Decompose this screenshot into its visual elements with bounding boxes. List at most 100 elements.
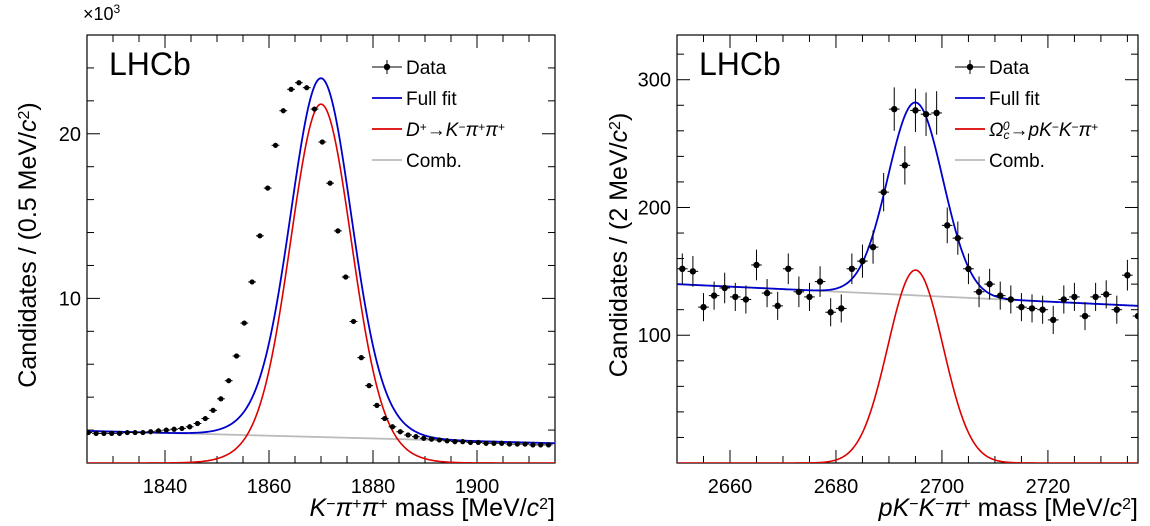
legend-entry: Ωc0→pK−K−π+: [955, 119, 1098, 142]
data-marker: [140, 429, 146, 436]
data-marker: [721, 284, 728, 292]
data-point: [867, 230, 879, 264]
data-marker: [1113, 306, 1121, 313]
data-point: [687, 256, 699, 287]
data-marker: [700, 303, 707, 311]
legend-label: Comb.: [406, 151, 462, 172]
data-marker: [732, 293, 739, 301]
label-part: +: [961, 496, 970, 513]
ylabel-part: 2: [16, 111, 33, 120]
data-marker: [101, 430, 107, 436]
label-part: −: [909, 496, 918, 513]
data-point: [544, 442, 553, 448]
data-marker: [241, 320, 247, 326]
legend-label: Comb.: [989, 151, 1045, 172]
data-marker: [1050, 316, 1057, 324]
legend-label: Ωc0→pK−K−π+: [989, 119, 1098, 142]
data-point: [271, 142, 280, 148]
data-point: [751, 249, 762, 281]
data-point: [782, 253, 794, 285]
data-point: [793, 276, 805, 308]
data-point: [92, 430, 100, 436]
plot-frame: [676, 34, 1139, 464]
data-marker: [249, 279, 255, 285]
data-marker: [280, 108, 286, 114]
data-point: [920, 92, 932, 136]
data-point: [984, 268, 995, 300]
data-point: [1100, 280, 1112, 309]
data-point: [419, 435, 428, 441]
label-part: π: [336, 494, 354, 522]
data-point: [835, 294, 847, 323]
data-point: [318, 139, 327, 145]
y-axis-label: Candidates / (2 MeV/c2): [605, 113, 633, 378]
data-point: [466, 439, 475, 446]
data-point: [209, 407, 217, 413]
label-part: −: [1072, 120, 1079, 134]
data-marker: [272, 142, 279, 148]
legend-label: Data: [989, 58, 1030, 79]
x-tick-label: 1840: [143, 476, 188, 498]
data-point: [729, 282, 741, 311]
plot-area: [87, 77, 555, 463]
full-fit-curve: [677, 101, 1138, 307]
data-point: [458, 439, 467, 445]
y-axis-multiplier: ×103: [83, 2, 121, 24]
data-point: [804, 282, 815, 311]
data-point: [139, 429, 147, 436]
x-tick-label: 1860: [247, 476, 292, 498]
label-part: −: [1052, 120, 1059, 134]
data-point: [482, 440, 490, 446]
label-part: π: [945, 494, 963, 522]
data-point: [435, 437, 444, 443]
data-point: [1016, 293, 1027, 322]
label-part: Comb.: [989, 151, 1045, 172]
data-marker: [530, 442, 536, 448]
data-marker: [428, 436, 435, 442]
data-point: [1079, 302, 1091, 331]
data-marker: [891, 105, 898, 113]
data-point: [154, 428, 163, 434]
data-marker: [1081, 312, 1089, 320]
data-marker: [327, 180, 333, 186]
data-marker: [848, 265, 856, 273]
data-marker: [109, 430, 115, 436]
data-point: [888, 87, 900, 131]
data-marker: [460, 439, 466, 445]
legend-entry: Comb.: [955, 151, 1045, 172]
label-part: K: [919, 494, 937, 522]
label-part: K: [310, 494, 328, 522]
data-marker: [965, 265, 972, 273]
label-part: ]: [548, 494, 555, 522]
data-marker: [545, 442, 552, 448]
label-part: −: [935, 496, 944, 513]
data-marker: [124, 429, 130, 436]
plot-frame: [86, 34, 556, 464]
data-point: [825, 298, 836, 327]
data-point: [1026, 294, 1038, 323]
data-point: [1058, 285, 1070, 314]
data-point: [941, 207, 953, 244]
data-marker: [163, 427, 169, 433]
data-point: [224, 378, 233, 384]
data-marker: [499, 440, 505, 446]
data-point: [1069, 282, 1080, 311]
data-marker: [954, 234, 962, 242]
label-part: →: [427, 120, 446, 141]
data-marker: [506, 441, 513, 447]
data-marker: [1103, 291, 1110, 298]
data-marker: [343, 274, 349, 280]
data-marker: [132, 429, 138, 436]
data-marker: [1039, 306, 1046, 313]
label-part: Comb.: [406, 151, 462, 172]
y-tick-label: 300: [638, 70, 671, 92]
y-axis-label: Candidates / (0.5 MeV/c2): [14, 102, 42, 387]
data-point: [952, 221, 964, 255]
label-part: c: [527, 494, 540, 522]
data-marker: [179, 425, 185, 432]
data-marker: [382, 415, 388, 422]
data-marker: [421, 435, 427, 441]
data-point: [302, 85, 311, 91]
data-marker: [806, 293, 813, 301]
x-tick-label: 2700: [920, 476, 965, 498]
